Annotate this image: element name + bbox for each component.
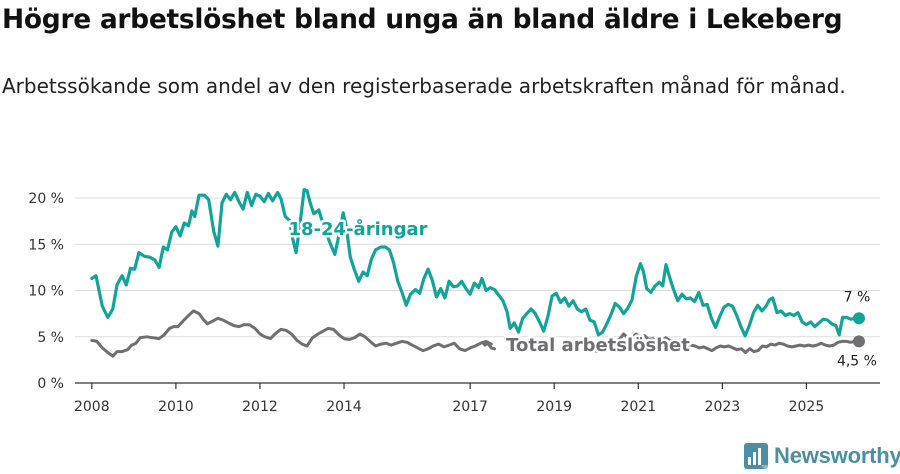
logo-text: Newsworthy — [774, 443, 900, 468]
chart-title: Högre arbetslöshet bland unga än bland ä… — [2, 4, 843, 35]
x-tick-label: 2023 — [705, 399, 741, 415]
total-series-label: Total arbetslöshet — [506, 335, 690, 356]
y-tick-label: 15 % — [28, 237, 64, 253]
youth-series-label-halo: 18-24-åringar — [289, 218, 428, 240]
x-tick-label: 2010 — [158, 399, 194, 415]
y-tick-label: 5 % — [37, 330, 64, 346]
bar-chart-logo-icon — [744, 443, 768, 469]
youth-series-label: 18-24-åringar — [289, 218, 428, 240]
youth-end-marker — [852, 312, 865, 325]
total-end-marker — [852, 335, 865, 348]
series-lines — [90, 188, 865, 358]
x-tick-label: 2017 — [452, 399, 488, 415]
x-tick-label: 2012 — [242, 399, 278, 415]
x-tick-label: 2025 — [789, 399, 825, 415]
total-series-line — [481, 340, 496, 351]
newsworthy-logo: Newsworthy — [744, 443, 900, 469]
grid-lines — [75, 197, 880, 338]
x-tick-label: 2008 — [74, 399, 110, 415]
series-labels: 7 %4,5 %18-24-åringar18-24-åringarTotal … — [286, 216, 877, 370]
x-tick-label: 2021 — [620, 399, 656, 415]
y-tick-label: 0 % — [37, 376, 64, 392]
x-tick-label: 2014 — [326, 399, 362, 415]
chart-subtitle: Arbetssökande som andel av den registerb… — [2, 74, 846, 98]
total-end-label: 4,5 % — [837, 353, 877, 369]
youth-series-line — [90, 188, 861, 338]
axes: 0 % 5 % 10 % 15 % 20 % 2008 2010 2012 2014 2017 20… — [28, 191, 880, 415]
total-series-line — [588, 332, 861, 354]
total-series-line — [90, 309, 493, 358]
total-series-label-halo: Total arbetslöshet — [506, 335, 690, 356]
y-tick-label: 10 % — [28, 284, 64, 300]
x-tick-label: 2019 — [536, 399, 572, 415]
y-tick-label: 20 % — [28, 191, 64, 207]
youth-end-label: 7 % — [844, 289, 871, 305]
